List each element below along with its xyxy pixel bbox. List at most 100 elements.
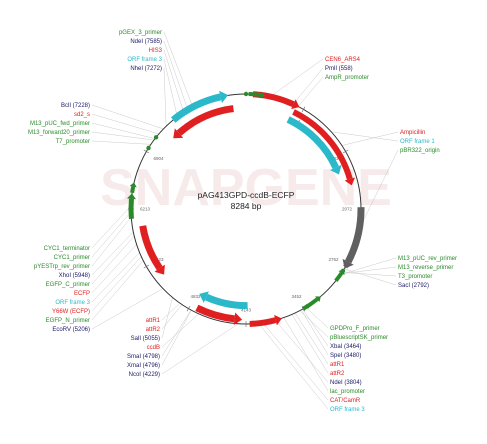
label-leader bbox=[91, 235, 135, 285]
feature-label: PmlI (558) bbox=[325, 66, 353, 72]
feature-label: AmpR_promoter bbox=[325, 75, 369, 81]
feature-label: SacI (2792) bbox=[398, 283, 429, 289]
label-leader bbox=[163, 49, 184, 113]
site-marker bbox=[153, 135, 159, 140]
feature-label: pBluescriptSK_primer bbox=[330, 335, 388, 341]
feature-label: NheI (7272) bbox=[130, 66, 162, 72]
feature-label: NdeI (7585) bbox=[130, 39, 162, 45]
tick-label: 6904 bbox=[154, 156, 165, 161]
feature-label: HIS3 bbox=[149, 48, 163, 54]
orf-frame-3b-arc bbox=[204, 293, 248, 310]
orf-frame-3-arc bbox=[170, 93, 222, 123]
label-leader bbox=[91, 231, 134, 276]
feature-label: NdeI (3804) bbox=[330, 380, 362, 386]
feature-label: ECFP bbox=[74, 291, 90, 297]
orf-frame-1-arc bbox=[286, 116, 339, 170]
feature-label: pGEX_3_primer bbox=[119, 30, 162, 36]
cyc1-terminator-arc-arrowhead bbox=[126, 193, 136, 200]
label-leader bbox=[294, 312, 329, 365]
label-leader bbox=[301, 309, 329, 356]
feature-label: CEN6_ARS4 bbox=[325, 57, 361, 63]
tick-label: 3452 bbox=[291, 294, 302, 299]
tick-mark bbox=[342, 149, 349, 154]
label-leader bbox=[91, 131, 154, 141]
ampr-arc bbox=[292, 109, 353, 180]
label-leader bbox=[91, 244, 137, 294]
label-leader bbox=[302, 309, 329, 347]
t7-arc bbox=[130, 186, 136, 194]
label-leader bbox=[331, 131, 399, 142]
gpd-promoter-arc-arrowhead bbox=[315, 296, 321, 303]
tick-label: 2762 bbox=[328, 257, 339, 262]
feature-label: XmaI (4796) bbox=[127, 363, 160, 369]
orf-frame-3-arc-arrowhead bbox=[219, 90, 229, 103]
ori-gray bbox=[345, 207, 365, 264]
catcamr-arc-arrowhead bbox=[274, 314, 282, 326]
feature-label: lac_promoter bbox=[330, 389, 365, 395]
ampr-promoter-arc bbox=[248, 92, 262, 97]
gpd-promoter-arc bbox=[301, 297, 319, 311]
orf-frame-1-arc-arrowhead bbox=[330, 164, 342, 175]
tick-mark bbox=[186, 305, 191, 312]
label-leader bbox=[305, 307, 329, 329]
label-leader bbox=[297, 76, 324, 107]
label-leader bbox=[293, 67, 324, 105]
tick-label: 6213 bbox=[140, 207, 151, 212]
ori-gray-arrowhead bbox=[342, 258, 354, 269]
feature-label: CAT/CamR bbox=[330, 398, 361, 404]
label-leader bbox=[161, 310, 192, 366]
tick-label: 2072 bbox=[342, 207, 353, 212]
feature-label: ccdB bbox=[147, 345, 160, 351]
feature-label: EGFP_C_primer bbox=[46, 282, 90, 288]
label-leader bbox=[91, 122, 156, 139]
site-marker bbox=[146, 145, 151, 151]
his3-arc bbox=[176, 105, 234, 136]
feature-label: Y66W (ECFP) bbox=[52, 309, 90, 315]
label-leader bbox=[163, 31, 193, 108]
feature-label: SmaI (4798) bbox=[127, 354, 160, 360]
plasmid-size: 8284 bp bbox=[231, 201, 262, 211]
site-marker bbox=[128, 203, 134, 208]
label-leader bbox=[91, 113, 159, 135]
label-leader bbox=[91, 252, 140, 303]
label-leader bbox=[341, 131, 399, 146]
label-leader bbox=[91, 205, 132, 249]
label-leader bbox=[291, 314, 329, 374]
label-leader bbox=[91, 288, 164, 330]
label-leader bbox=[91, 260, 144, 321]
feature-label: XbaI (3464) bbox=[330, 344, 361, 350]
label-leader bbox=[161, 304, 183, 330]
feature-label: BclI (7228) bbox=[61, 103, 90, 109]
label-leader bbox=[91, 140, 151, 145]
ecfp-arc bbox=[139, 225, 163, 271]
feature-label: NcoI (4229) bbox=[129, 372, 160, 378]
orf-frame-3b-arc-arrowhead bbox=[199, 291, 209, 303]
ampr-promoter-arc-arrowhead bbox=[260, 91, 266, 99]
label-leader bbox=[91, 216, 132, 267]
feature-label: Ampicillin bbox=[400, 130, 425, 136]
his3-arc-arrowhead bbox=[173, 128, 184, 139]
label-leader bbox=[163, 67, 167, 127]
feature-label: SpeI (3480) bbox=[330, 353, 361, 359]
feature-label: attR1 bbox=[146, 318, 161, 324]
label-leader bbox=[283, 317, 329, 392]
feature-label: SalI (5055) bbox=[131, 336, 160, 342]
site-marker bbox=[305, 304, 310, 309]
ccdb-arc bbox=[195, 304, 235, 323]
feature-label: ORF frame 3 bbox=[127, 57, 162, 63]
feature-arcs bbox=[126, 90, 365, 327]
label-leader bbox=[340, 266, 397, 274]
feature-label: ORF frame 3 bbox=[330, 407, 365, 413]
tick-mark bbox=[143, 149, 150, 154]
ccdb-arc-arrowhead bbox=[233, 312, 243, 326]
feature-label: T7_promoter bbox=[56, 139, 90, 145]
feature-label: sd2_s bbox=[74, 112, 90, 118]
label-leader bbox=[163, 58, 178, 117]
label-leader bbox=[161, 309, 192, 357]
feature-label: M13_pUC_rev_primer bbox=[398, 256, 457, 262]
label-leader bbox=[161, 302, 180, 321]
tick-label: 4143 bbox=[241, 308, 252, 313]
ecfp-arc-arrowhead bbox=[154, 264, 165, 275]
feature-label: attR1 bbox=[330, 362, 345, 368]
feature-label: pYESTrp_rev_primer bbox=[34, 264, 90, 270]
